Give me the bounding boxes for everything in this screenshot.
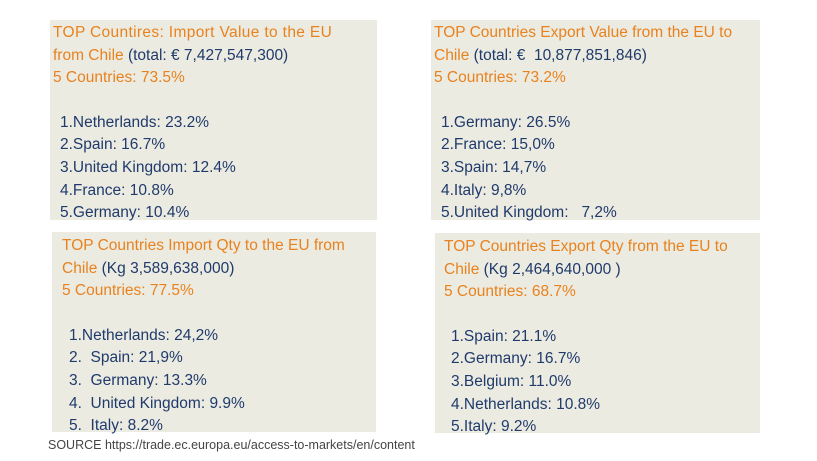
list-item: 3.Belgium: 11.0%	[451, 372, 572, 390]
list-item: 2.France: 15,0%	[441, 136, 555, 154]
export-qty-list: 1.Spain: 21.1% 2.Germany: 16.7% 3.Belgiu…	[444, 326, 758, 439]
export-qty-title: TOP Countries Export Qty from the EU to	[444, 238, 728, 255]
import-value-panel: TOP Countires: Import Value to the EU fr…	[50, 20, 377, 221]
list-item: 5.Germany: 10.4%	[60, 204, 190, 222]
list-item: 4.France: 10.8%	[60, 181, 174, 199]
import-value-title: TOP Countires: Import Value to the EU	[53, 24, 333, 41]
import-qty-subtitle: 5 Countries: 77.5%	[62, 282, 194, 300]
export-value-heading: TOP Countries Export Value from the EU t…	[434, 22, 758, 67]
list-item: 2.Germany: 16.7%	[451, 350, 581, 368]
list-item: 3. Germany: 13.3%	[69, 371, 207, 389]
source-note: SOURCE https://trade.ec.europa.eu/access…	[48, 438, 415, 452]
list-item: 4.Italy: 9,8%	[441, 181, 527, 199]
list-item: 2.Spain: 16.7%	[60, 136, 166, 154]
export-value-list: 1.Germany: 26.5% 2.France: 15,0% 3.Spain…	[434, 112, 758, 225]
import-qty-list: 1.Netherlands: 24,2% 2. Spain: 21,9% 3. …	[62, 325, 374, 438]
import-qty-panel: TOP Countries Import Qty to the EU from …	[52, 232, 376, 434]
export-value-title-cont: Chile	[434, 46, 474, 64]
import-qty-title-cont: Chile	[62, 259, 102, 277]
export-qty-heading: TOP Countries Export Qty from the EU to …	[444, 236, 758, 281]
list-item: 1.Netherlands: 24,2%	[69, 326, 219, 344]
list-item: 1.Spain: 21.1%	[451, 327, 557, 345]
import-value-heading: TOP Countires: Import Value to the EU fr…	[53, 22, 375, 67]
list-item: 3.United Kingdom: 12.4%	[60, 158, 236, 176]
export-value-total: (total: € 10,877,851,846)	[473, 46, 647, 64]
import-value-title-cont: from Chile	[53, 46, 128, 64]
list-item: 1.Netherlands: 23.2%	[60, 113, 210, 131]
list-item: 5. Italy: 8.2%	[69, 417, 163, 435]
export-value-title: TOP Countries Export Value from the EU t…	[434, 24, 733, 41]
export-value-panel: TOP Countries Export Value from the EU t…	[431, 20, 760, 221]
list-item: 1.Germany: 26.5%	[441, 113, 571, 131]
export-qty-total: (Kg 2,464,640,000 )	[483, 260, 621, 278]
import-value-total: (total: € 7,427,547,300)	[127, 46, 289, 64]
list-item: 4.Netherlands: 10.8%	[451, 395, 601, 413]
list-item: 5.Italy: 9.2%	[451, 418, 537, 436]
list-item: 2. Spain: 21,9%	[69, 349, 183, 367]
export-qty-title-cont: Chile	[444, 260, 484, 278]
export-qty-panel: TOP Countries Export Qty from the EU to …	[435, 233, 760, 435]
export-value-subtitle: 5 Countries: 73.2%	[434, 69, 566, 87]
import-qty-heading: TOP Countries Import Qty to the EU from …	[62, 235, 374, 280]
import-qty-total: (Kg 3,589,638,000)	[101, 259, 235, 277]
import-value-list: 1.Netherlands: 23.2% 2.Spain: 16.7% 3.Un…	[53, 112, 375, 225]
import-qty-title: TOP Countries Import Qty to the EU from	[62, 237, 345, 254]
export-qty-subtitle: 5 Countries: 68.7%	[444, 283, 576, 301]
list-item: 5.United Kingdom: 7,2%	[441, 204, 617, 222]
import-value-subtitle: 5 Countries: 73.5%	[53, 69, 185, 87]
list-item: 3.Spain: 14,7%	[441, 158, 547, 176]
list-item: 4. United Kingdom: 9.9%	[69, 394, 245, 412]
